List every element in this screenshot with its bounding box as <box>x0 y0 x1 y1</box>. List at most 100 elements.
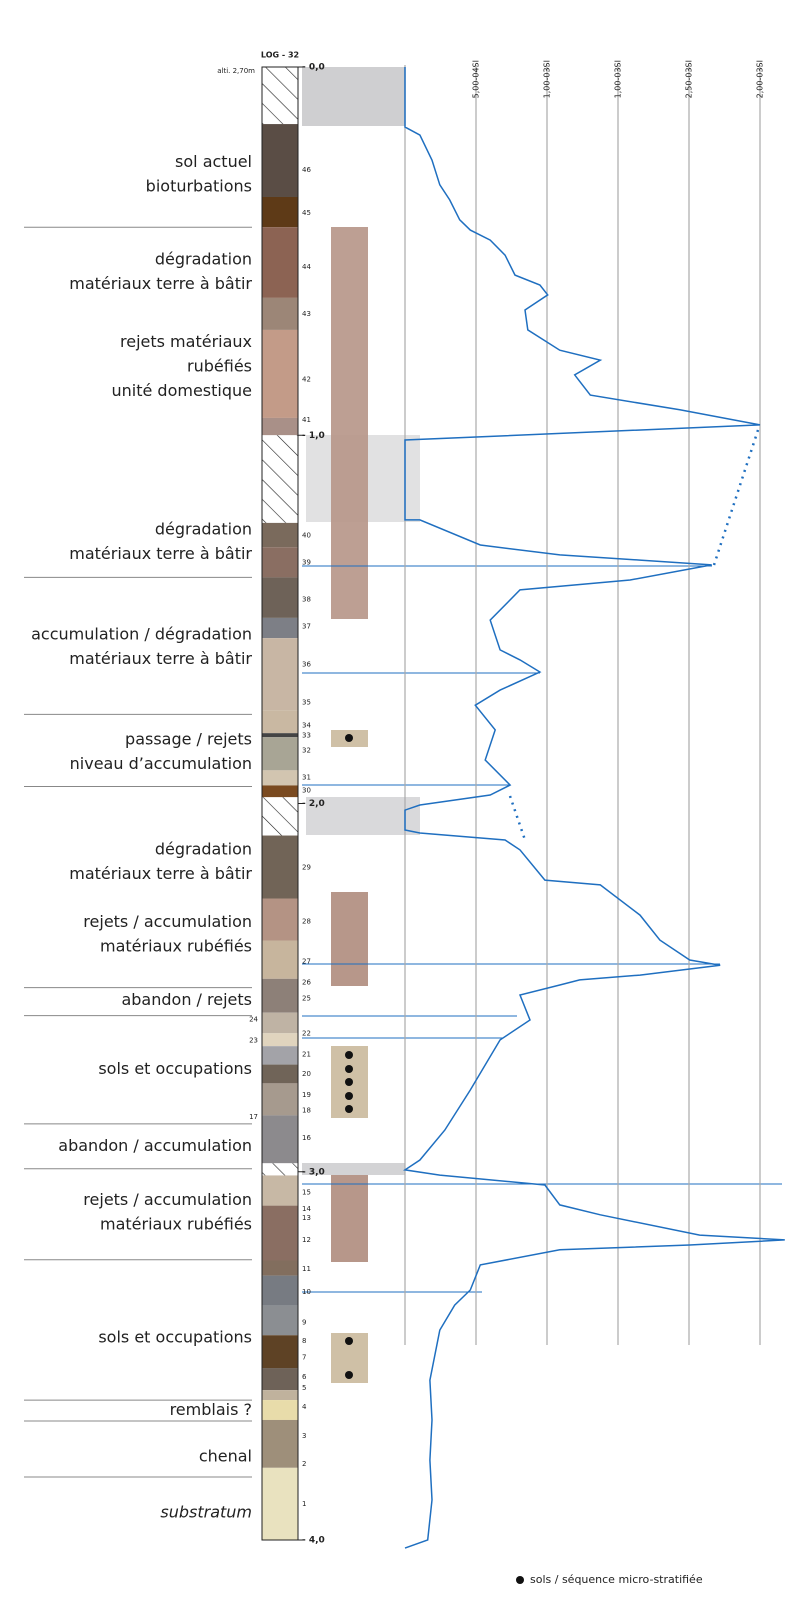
unit-label: niveau d’accumulation <box>70 754 252 773</box>
unit-label: sols et occupations <box>98 1327 252 1346</box>
layer-number: 22 <box>302 1030 311 1038</box>
layer <box>262 1064 298 1084</box>
layer-number: 41 <box>302 416 311 424</box>
unit-label: rejets / accumulation <box>83 1190 252 1209</box>
layer <box>262 1368 298 1391</box>
layer-number: 17 <box>249 1113 258 1121</box>
unit-label: dégradation <box>155 840 252 859</box>
layer-number: 3 <box>302 1432 306 1440</box>
layer-number: 31 <box>302 773 311 781</box>
layer <box>262 835 298 899</box>
layer <box>262 1419 298 1468</box>
unit-label: rubéfiés <box>187 357 252 376</box>
unit-label: accumulation / dégradation <box>31 625 252 644</box>
layer <box>262 978 298 1013</box>
layer-number: 34 <box>302 721 311 729</box>
layer-number: 8 <box>302 1337 306 1345</box>
layer-number: 9 <box>302 1319 306 1327</box>
grey-box <box>302 1163 405 1175</box>
layer <box>262 1335 298 1369</box>
altitude: alti. 2,70m <box>217 67 255 75</box>
unit-label: remblais ? <box>170 1400 252 1419</box>
layer <box>262 1033 298 1047</box>
layer-number: 23 <box>249 1037 258 1045</box>
layer <box>262 898 298 941</box>
layer-number: 26 <box>302 978 311 986</box>
layer <box>262 770 298 786</box>
scale-label: 1,00-03SI <box>543 60 552 98</box>
layer-number: 35 <box>302 699 311 707</box>
layer-number: 30 <box>302 787 311 795</box>
layer-number: 38 <box>302 595 311 603</box>
layer-number: 19 <box>302 1091 311 1099</box>
layer-number: 44 <box>302 263 311 271</box>
layer <box>262 737 298 771</box>
layer-number: 11 <box>302 1265 311 1273</box>
layer-number: 20 <box>302 1070 311 1078</box>
depth-label: - 2,0 <box>302 799 325 809</box>
layer <box>262 638 298 711</box>
layer <box>262 617 298 639</box>
depth-label: - 0,0 <box>302 63 325 73</box>
layer-number: 6 <box>302 1373 307 1381</box>
grey-box <box>302 67 405 126</box>
unit-label: sol actuel <box>175 152 252 171</box>
unit-label: bioturbations <box>146 177 252 196</box>
layer-number: 5 <box>302 1384 306 1392</box>
scale-label: 1,00-03SI <box>614 60 623 98</box>
layer-number: 7 <box>302 1354 306 1362</box>
layer <box>262 417 298 436</box>
layer <box>262 940 298 979</box>
log-title: LOG - 32 <box>261 51 299 60</box>
layer-number: 42 <box>302 375 311 383</box>
layer-number: 18 <box>302 1107 311 1115</box>
dotted-links <box>508 429 760 841</box>
layer-number: 21 <box>302 1051 311 1059</box>
unit-label: rejets / accumulation <box>83 912 252 931</box>
layer <box>262 435 298 523</box>
layer-number: 46 <box>302 166 311 174</box>
grey-box <box>306 797 420 835</box>
depth-label: - 1,0 <box>302 431 325 441</box>
layer-number: 1 <box>302 1500 306 1508</box>
layer-number: 27 <box>302 957 311 965</box>
layer-number: 39 <box>302 558 311 566</box>
layer-number: 13 <box>302 1214 311 1222</box>
layer <box>262 1115 298 1164</box>
brown-bar <box>331 227 368 619</box>
layer <box>262 1305 298 1336</box>
layer-number: 36 <box>302 660 311 668</box>
layer <box>262 1163 298 1176</box>
layer-number: 14 <box>302 1205 311 1213</box>
unit-label: matériaux rubéfiés <box>100 936 252 955</box>
layer <box>262 1175 298 1206</box>
unit-label: dégradation <box>155 520 252 539</box>
unit-label: matériaux terre à bâtir <box>69 544 252 563</box>
layer-number: 28 <box>302 918 311 926</box>
layer <box>262 1012 298 1034</box>
layer <box>262 1275 298 1306</box>
layer-number: 4 <box>302 1403 307 1411</box>
layer <box>262 710 298 734</box>
unit-label: matériaux terre à bâtir <box>69 649 252 668</box>
unit-label: passage / rejets <box>125 730 252 749</box>
depth-label: - 3,0 <box>302 1167 325 1177</box>
layer-number: 12 <box>302 1236 311 1244</box>
susceptibility-curve <box>402 67 785 1549</box>
unit-label: unité domestique <box>112 381 253 400</box>
layer <box>262 1083 298 1116</box>
layer <box>262 1467 298 1540</box>
legend: sols / séquence micro-stratifiée <box>530 1573 703 1586</box>
unit-label: dégradation <box>155 249 252 268</box>
layer <box>262 1390 298 1401</box>
unit-label: chenal <box>199 1446 252 1465</box>
layer-number: 2 <box>302 1460 306 1468</box>
layer-number: 29 <box>302 864 311 872</box>
layer-number: 24 <box>249 1016 258 1024</box>
layer-number: 33 <box>302 731 311 739</box>
layer <box>262 547 298 578</box>
layer-number: 16 <box>302 1134 311 1142</box>
unit-label: matériaux rubéfiés <box>100 1214 252 1233</box>
layer-number: 40 <box>302 531 311 539</box>
